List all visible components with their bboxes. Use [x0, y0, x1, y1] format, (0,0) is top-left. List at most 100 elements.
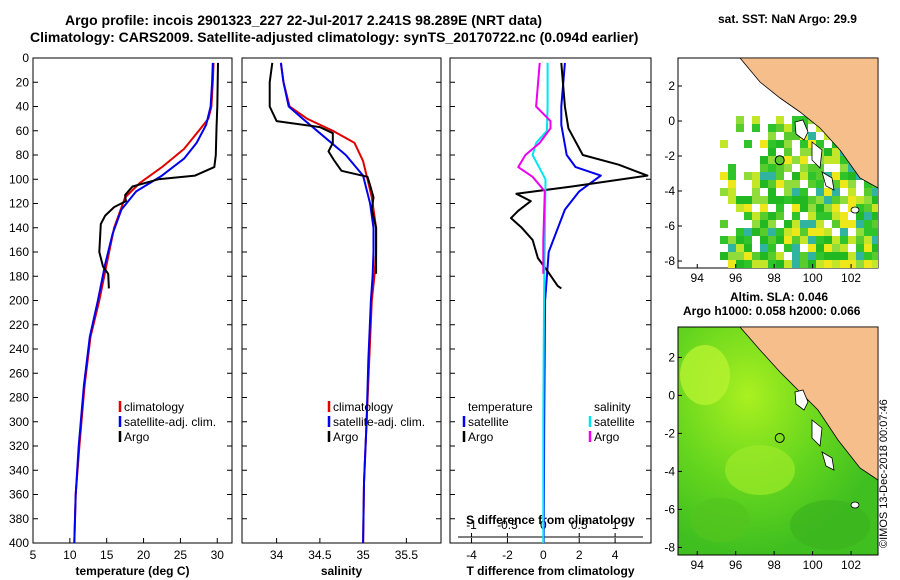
sst-cell — [816, 244, 824, 252]
sst-map-lon-label: 102 — [841, 271, 861, 285]
sst-cell — [776, 212, 784, 220]
sst-cell — [776, 180, 784, 188]
sst-cell — [768, 220, 776, 228]
sst-cell — [808, 180, 816, 188]
series-satellite-adj-clim — [73, 62, 214, 544]
sst-cell — [744, 140, 752, 148]
x-tick-label: 25 — [174, 548, 188, 562]
sst-cell — [792, 244, 800, 252]
legend-label-s-argo: Argo — [594, 430, 620, 444]
sst-cell — [808, 244, 816, 252]
sst-cell — [744, 228, 752, 236]
sst-map-lon-label: 100 — [803, 271, 823, 285]
sst-cell — [856, 244, 864, 252]
sst-cell — [856, 196, 864, 204]
sst-cell — [736, 260, 744, 268]
sst-cell — [840, 212, 848, 220]
sst-cell — [816, 260, 824, 268]
island-enggano — [850, 206, 860, 214]
sst-cell — [760, 156, 768, 164]
sst-cell — [872, 236, 878, 244]
altimetry-map-lon-label: 102 — [841, 558, 861, 572]
sst-cell — [744, 260, 752, 268]
sst-cell — [840, 196, 848, 204]
sst-cell — [768, 244, 776, 252]
sst-cell — [744, 196, 752, 204]
sumatra-land — [739, 58, 878, 189]
sst-cell — [872, 212, 878, 220]
sst-cell — [816, 228, 824, 236]
sst-cell — [864, 236, 872, 244]
sst-cell — [824, 148, 832, 156]
altimetry-map-lat-label: -2 — [664, 426, 675, 440]
legend-label-climatology: climatology — [333, 400, 393, 414]
sst-cell — [784, 148, 792, 156]
sst-cell — [856, 252, 864, 260]
argo-float-marker — [774, 432, 785, 443]
island-sipora — [811, 419, 823, 447]
sst-cell — [744, 236, 752, 244]
y-tick-label: 120 — [9, 197, 29, 211]
sst-cell — [848, 196, 856, 204]
sst-cell — [752, 228, 760, 236]
sst-map-lat-label: -2 — [664, 149, 675, 163]
sst-map-lon-label: 94 — [691, 271, 705, 285]
y-tick-label: 40 — [16, 100, 30, 114]
sst-cell — [832, 236, 840, 244]
sst-cell — [752, 124, 760, 132]
sst-cell — [728, 172, 736, 180]
sst-cell — [784, 124, 792, 132]
sst-cell — [752, 260, 760, 268]
sst-cell — [760, 252, 768, 260]
altimetry-map-lat-label: -4 — [664, 464, 675, 478]
island-pagai — [821, 451, 835, 471]
plot-frame — [449, 57, 652, 544]
x-tick-label: -4 — [466, 548, 477, 562]
sst-cell — [736, 236, 744, 244]
sst-cell — [776, 260, 784, 268]
salinity-panel: 34 34.5 35 35.5 salinity — [241, 57, 442, 578]
sst-cell — [832, 252, 840, 260]
sst-cell — [816, 236, 824, 244]
sst-cell — [784, 196, 792, 204]
sst-cell — [728, 260, 736, 268]
sst-cell — [816, 212, 824, 220]
y-tick-label: 260 — [9, 366, 29, 380]
sst-cell — [720, 140, 728, 148]
sst-cell — [864, 220, 872, 228]
sst-cell — [816, 204, 824, 212]
island-pagai — [821, 171, 835, 191]
x-tick-label: 34.5 — [308, 548, 332, 562]
x-axis-label: T difference from climatology — [466, 564, 634, 578]
sst-cell — [744, 212, 752, 220]
y-tick-label: 400 — [9, 536, 29, 550]
sst-cell — [824, 228, 832, 236]
sst-cell — [784, 140, 792, 148]
legend-label-argo: Argo — [333, 430, 359, 444]
secondary-x-tick-label: 0.5 — [571, 518, 588, 532]
y-tick-label: 240 — [9, 342, 29, 356]
sst-cell — [864, 252, 872, 260]
sst-cell — [824, 188, 832, 196]
sst-cell — [832, 220, 840, 228]
sla-patch — [725, 445, 795, 495]
sst-cell — [824, 252, 832, 260]
sst-cell — [800, 228, 808, 236]
sla-patch — [680, 345, 730, 405]
sst-cell — [832, 204, 840, 212]
sst-map-lat-label: 2 — [668, 79, 675, 93]
sst-cell — [808, 212, 816, 220]
sst-cell — [792, 132, 800, 140]
y-tick-label: 180 — [9, 269, 29, 283]
sst-cell — [864, 212, 872, 220]
sst-cell — [736, 204, 744, 212]
x-tick-label: 30 — [211, 548, 225, 562]
sst-cell — [872, 228, 878, 236]
island-siberut — [794, 119, 809, 141]
sst-cell — [760, 140, 768, 148]
sst-cell — [768, 212, 776, 220]
sst-cell — [800, 116, 808, 124]
sst-cell — [776, 156, 784, 164]
sst-cell — [800, 156, 808, 164]
x-axis-label: temperature (deg C) — [75, 564, 189, 578]
